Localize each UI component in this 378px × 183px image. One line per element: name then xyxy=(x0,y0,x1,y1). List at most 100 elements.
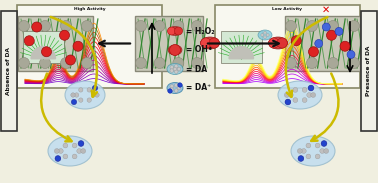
Circle shape xyxy=(192,57,203,68)
Circle shape xyxy=(174,65,178,68)
Circle shape xyxy=(263,31,266,34)
Circle shape xyxy=(173,57,184,68)
Bar xyxy=(18,16,93,71)
Circle shape xyxy=(308,85,314,91)
Circle shape xyxy=(60,20,71,31)
Circle shape xyxy=(60,57,71,68)
Circle shape xyxy=(291,36,301,46)
Ellipse shape xyxy=(168,27,182,36)
Circle shape xyxy=(19,20,29,31)
Circle shape xyxy=(327,57,339,68)
Circle shape xyxy=(263,36,266,39)
Bar xyxy=(215,5,360,88)
Circle shape xyxy=(72,154,77,159)
Circle shape xyxy=(302,98,307,102)
Circle shape xyxy=(154,20,165,31)
Circle shape xyxy=(92,85,98,91)
Ellipse shape xyxy=(278,81,322,109)
Circle shape xyxy=(79,88,83,92)
Polygon shape xyxy=(31,47,56,59)
Circle shape xyxy=(78,141,84,146)
Text: Absence of DA: Absence of DA xyxy=(6,47,11,95)
Circle shape xyxy=(307,57,318,68)
Circle shape xyxy=(322,23,330,31)
Circle shape xyxy=(324,149,328,153)
Circle shape xyxy=(293,87,298,92)
Circle shape xyxy=(177,86,181,90)
Circle shape xyxy=(39,57,51,68)
Circle shape xyxy=(87,98,91,102)
Text: = H₂O₂: = H₂O₂ xyxy=(186,27,215,36)
Circle shape xyxy=(170,69,174,72)
Circle shape xyxy=(302,87,307,92)
Circle shape xyxy=(277,38,287,48)
Circle shape xyxy=(315,40,323,48)
Circle shape xyxy=(135,57,147,68)
Ellipse shape xyxy=(291,136,335,166)
Ellipse shape xyxy=(168,45,182,55)
Circle shape xyxy=(170,85,174,88)
Circle shape xyxy=(72,143,77,148)
Circle shape xyxy=(349,20,359,31)
Bar xyxy=(135,16,203,71)
Circle shape xyxy=(42,47,51,57)
Circle shape xyxy=(321,141,327,146)
Circle shape xyxy=(77,149,82,153)
Ellipse shape xyxy=(65,81,105,109)
Text: ✕: ✕ xyxy=(322,5,330,15)
Circle shape xyxy=(71,99,77,105)
Circle shape xyxy=(65,55,76,65)
Circle shape xyxy=(301,149,306,153)
Bar xyxy=(361,11,377,131)
Circle shape xyxy=(79,98,83,102)
Text: Low Activity: Low Activity xyxy=(273,7,302,11)
Circle shape xyxy=(209,38,219,48)
Circle shape xyxy=(19,57,29,68)
Circle shape xyxy=(266,34,269,36)
Circle shape xyxy=(335,27,343,35)
Circle shape xyxy=(192,20,203,31)
Circle shape xyxy=(293,98,298,102)
Text: High Activity: High Activity xyxy=(74,7,105,11)
Circle shape xyxy=(59,30,70,40)
Circle shape xyxy=(201,38,211,48)
Circle shape xyxy=(261,34,263,36)
Text: Presence of DA: Presence of DA xyxy=(367,46,372,96)
Bar xyxy=(23,31,64,63)
Circle shape xyxy=(311,93,316,97)
Circle shape xyxy=(269,38,279,48)
Circle shape xyxy=(63,143,68,148)
Circle shape xyxy=(174,70,178,73)
Circle shape xyxy=(63,154,68,159)
Circle shape xyxy=(174,83,178,87)
Circle shape xyxy=(39,20,51,31)
Ellipse shape xyxy=(268,37,288,49)
Circle shape xyxy=(54,149,59,153)
Circle shape xyxy=(169,44,181,55)
Circle shape xyxy=(306,154,311,159)
Circle shape xyxy=(285,20,296,31)
Circle shape xyxy=(340,41,350,51)
Circle shape xyxy=(285,57,296,68)
Circle shape xyxy=(175,27,183,35)
Ellipse shape xyxy=(258,30,272,40)
Circle shape xyxy=(349,57,359,68)
Circle shape xyxy=(327,30,336,40)
Circle shape xyxy=(308,47,319,57)
Circle shape xyxy=(327,20,339,31)
Circle shape xyxy=(173,67,177,71)
Circle shape xyxy=(307,93,311,97)
Circle shape xyxy=(177,67,181,71)
Circle shape xyxy=(55,156,61,161)
Circle shape xyxy=(298,156,304,161)
Text: = DA⁺: = DA⁺ xyxy=(186,83,211,92)
Ellipse shape xyxy=(167,64,183,74)
Circle shape xyxy=(320,149,325,153)
Circle shape xyxy=(170,66,174,69)
Circle shape xyxy=(288,93,293,97)
Circle shape xyxy=(168,89,172,93)
Bar xyxy=(1,11,17,131)
Bar xyxy=(17,5,162,88)
Circle shape xyxy=(284,93,289,97)
Circle shape xyxy=(87,88,91,92)
